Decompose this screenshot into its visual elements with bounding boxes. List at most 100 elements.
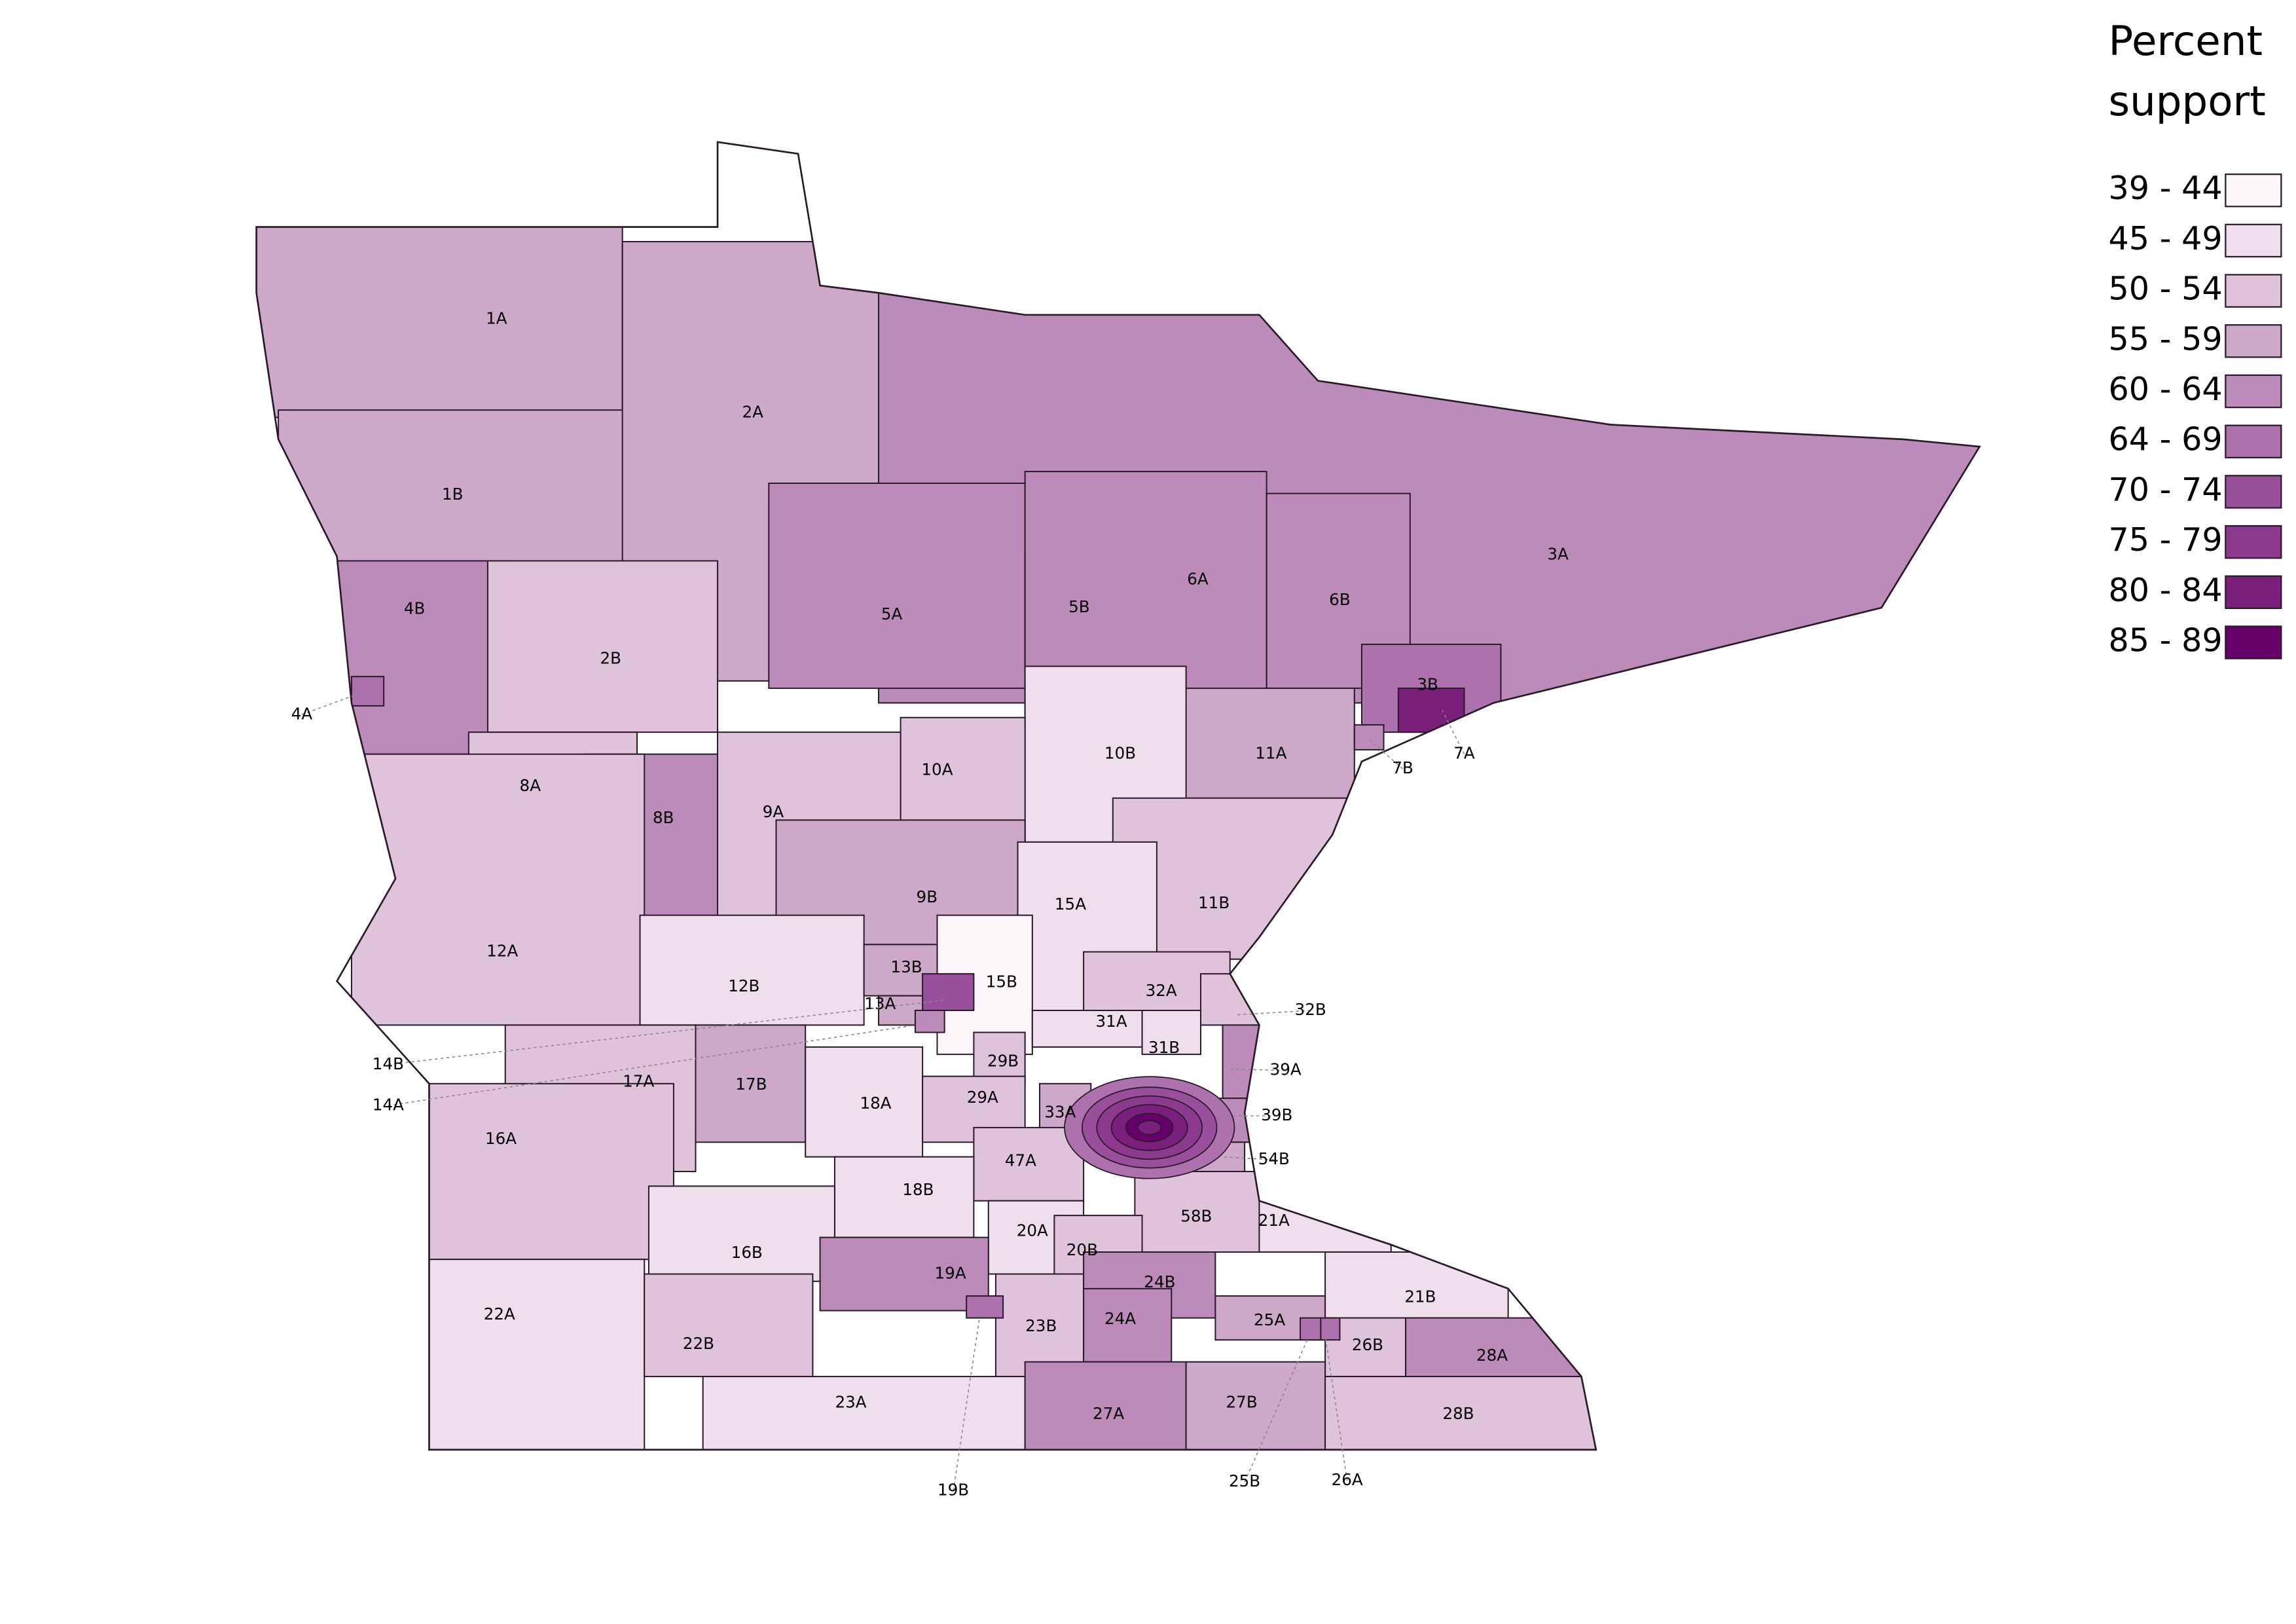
metro-area xyxy=(1064,1076,1235,1179)
district-label: 27A xyxy=(1093,1404,1124,1423)
district-label: 9A xyxy=(763,802,784,821)
leader-line xyxy=(953,1307,982,1491)
district-label: 11B xyxy=(1198,893,1230,912)
district-label: 6A xyxy=(1187,570,1209,589)
district-label: 14A xyxy=(373,1095,404,1114)
legend-swatch xyxy=(2225,525,2282,559)
leader-line xyxy=(1368,739,1404,769)
district xyxy=(819,1236,989,1312)
district-label: 24A xyxy=(1104,1309,1136,1328)
district xyxy=(1397,688,1465,733)
legend-swatch xyxy=(2225,575,2282,610)
leader-line xyxy=(1222,1156,1274,1160)
district xyxy=(1031,1010,1143,1048)
leader-line xyxy=(301,688,374,716)
district-label: 17A xyxy=(623,1072,654,1091)
district xyxy=(973,1126,1085,1202)
district xyxy=(256,226,623,418)
district xyxy=(1024,1361,1187,1450)
district xyxy=(639,914,865,1026)
district-label: 54B xyxy=(1258,1149,1290,1168)
district xyxy=(1141,1010,1202,1056)
leader-line xyxy=(1237,1010,1311,1016)
legend-label: 64 - 69 xyxy=(2108,420,2222,458)
district xyxy=(1320,1317,1341,1341)
district-label: 10B xyxy=(1104,744,1136,763)
legend-label: 60 - 64 xyxy=(2108,370,2222,408)
district-label: 23B xyxy=(1025,1316,1057,1335)
district xyxy=(966,1295,1004,1319)
district-label: 32A xyxy=(1146,981,1177,1000)
district-label: 19B xyxy=(938,1481,969,1500)
legend-label: 85 - 89 xyxy=(2108,621,2222,659)
district xyxy=(486,560,719,733)
district xyxy=(805,1046,924,1158)
district xyxy=(1083,1287,1173,1363)
legend-swatch xyxy=(2225,223,2282,258)
district-label: 20B xyxy=(1066,1240,1098,1259)
district xyxy=(336,560,513,755)
legend-label: 80 - 84 xyxy=(2108,571,2222,609)
district-label: 16A xyxy=(485,1129,517,1148)
district-label: 1B xyxy=(442,485,464,504)
district-label: 29B xyxy=(987,1051,1019,1070)
district-label: 22A xyxy=(484,1304,515,1323)
legend-swatch xyxy=(2225,475,2282,509)
district xyxy=(833,1156,975,1238)
district-label: 17B xyxy=(735,1075,767,1094)
district-labels: 1A 1B 2A 3A 5A 5B 6A 6B 4B 2B 3B 7A 11A 10B 10A 8A 8B 9A 9… xyxy=(291,309,1569,1500)
legend-swatch xyxy=(2225,625,2282,659)
state-outline xyxy=(255,141,1981,1451)
district-label: 9B xyxy=(917,887,938,906)
legend-swatch xyxy=(2225,374,2282,409)
district-label: 4A xyxy=(291,704,313,723)
district-label: 4B xyxy=(404,599,425,618)
district xyxy=(1353,724,1385,750)
leader-line xyxy=(388,1024,916,1107)
district xyxy=(1185,1361,1326,1450)
district xyxy=(922,973,975,1012)
district-label: 11A xyxy=(1255,744,1286,763)
legend-label: 75 - 79 xyxy=(2108,521,2222,559)
district xyxy=(994,1273,1085,1378)
legend-title: support xyxy=(2108,77,2265,125)
district-label: 8B xyxy=(653,808,674,827)
district xyxy=(1324,1251,1509,1319)
district xyxy=(695,1024,807,1143)
district xyxy=(1199,973,1260,1026)
leader-line xyxy=(1442,710,1465,755)
legend: Percent support 39 - 44 45 - 49 50 - 54 55 … xyxy=(2108,17,2282,659)
district xyxy=(768,482,1026,690)
district-label: 1A xyxy=(486,309,507,328)
district-label: 6B xyxy=(1329,590,1351,609)
district xyxy=(350,676,385,707)
district-label: 33A xyxy=(1044,1103,1076,1122)
district xyxy=(350,753,646,1026)
district-label: 28B xyxy=(1443,1404,1474,1423)
district-label: 2B xyxy=(600,648,622,667)
district xyxy=(1300,1317,1322,1341)
legend-swatch xyxy=(2225,324,2282,358)
legend-label: 50 - 54 xyxy=(2108,270,2222,308)
district-label: 18B xyxy=(902,1180,934,1199)
district-label: 3B xyxy=(1417,675,1438,694)
legend-swatch xyxy=(2225,424,2282,458)
district-label: 31B xyxy=(1148,1038,1180,1057)
district-label: 10A xyxy=(921,760,953,779)
district xyxy=(428,1082,674,1261)
district xyxy=(644,1273,814,1378)
district-label: 2A xyxy=(742,403,763,422)
legend-title: Percent xyxy=(2108,17,2263,65)
legend-swatch xyxy=(2225,274,2282,308)
district-label: 12A xyxy=(486,942,518,961)
legend-label: 39 - 44 xyxy=(2108,169,2222,207)
leader-line xyxy=(1324,1335,1348,1481)
district-label: 15B xyxy=(986,972,1017,991)
district-label: 23A xyxy=(835,1392,866,1411)
district-label: 25B xyxy=(1229,1471,1260,1490)
district-label: 31A xyxy=(1096,1012,1127,1031)
district-label: 28A xyxy=(1476,1346,1508,1365)
district-label: 16B xyxy=(731,1243,763,1262)
district-label: 39A xyxy=(1270,1060,1302,1079)
district-label: 25A xyxy=(1254,1310,1285,1329)
